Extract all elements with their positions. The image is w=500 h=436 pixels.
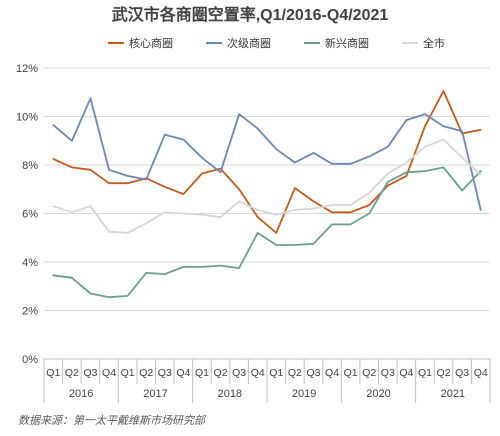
y-tick-label: 12% [16, 63, 38, 75]
series-line-2 [52, 97, 482, 211]
series-line-3 [52, 166, 482, 299]
y-tick-label: 2% [22, 306, 38, 318]
x-tick-label: Q4 [325, 367, 339, 379]
year-label: 2017 [143, 388, 167, 400]
x-tick-label: Q3 [381, 367, 395, 379]
year-label: 2016 [69, 388, 93, 400]
x-tick-label: Q4 [474, 367, 488, 379]
x-tick-label: Q1 [195, 367, 209, 379]
y-tick-label: 10% [16, 112, 38, 124]
legend-label-2: 次级商圈 [227, 36, 271, 50]
series-line-1 [52, 90, 482, 234]
x-tick-label: Q3 [306, 367, 320, 379]
legend-label-4: 全市 [423, 36, 445, 50]
x-tick-label: Q1 [344, 367, 358, 379]
x-tick-label: Q3 [455, 367, 469, 379]
x-tick-label: Q1 [121, 367, 135, 379]
x-tick-label: Q4 [102, 367, 116, 379]
x-tick-label: Q2 [288, 367, 302, 379]
x-tick-label: Q4 [176, 367, 190, 379]
x-tick-label: Q1 [46, 367, 60, 379]
x-tick-label: Q2 [139, 367, 153, 379]
x-tick-label: Q2 [362, 367, 376, 379]
year-label: 2021 [441, 388, 465, 400]
y-tick-label: 6% [22, 209, 38, 221]
year-label: 2018 [218, 388, 242, 400]
x-tick-label: Q2 [65, 367, 79, 379]
legend-label-1: 核心商圈 [129, 36, 173, 50]
x-tick-label: Q2 [214, 367, 228, 379]
series-line-4 [52, 138, 482, 234]
x-tick-label: Q4 [251, 367, 265, 379]
year-label: 2020 [366, 388, 390, 400]
year-label: 2019 [292, 388, 316, 400]
source-note: 数据来源：第一太平戴维斯市场研究部 [18, 414, 207, 427]
x-tick-label: Q1 [418, 367, 432, 379]
x-tick-label: Q3 [83, 367, 97, 379]
y-tick-label: 8% [22, 160, 38, 172]
chart-title: 武汉市各商圈空置率,Q1/2016-Q4/2021 [112, 5, 389, 24]
x-tick-label: Q3 [232, 367, 246, 379]
x-tick-label: Q1 [269, 367, 283, 379]
x-tick-label: Q2 [437, 367, 451, 379]
x-tick-label: Q4 [399, 367, 413, 379]
y-tick-label: 4% [22, 257, 38, 269]
y-tick-label: 0% [22, 354, 38, 366]
legend-label-3: 新兴商圈 [325, 36, 369, 50]
x-tick-label: Q3 [158, 367, 172, 379]
